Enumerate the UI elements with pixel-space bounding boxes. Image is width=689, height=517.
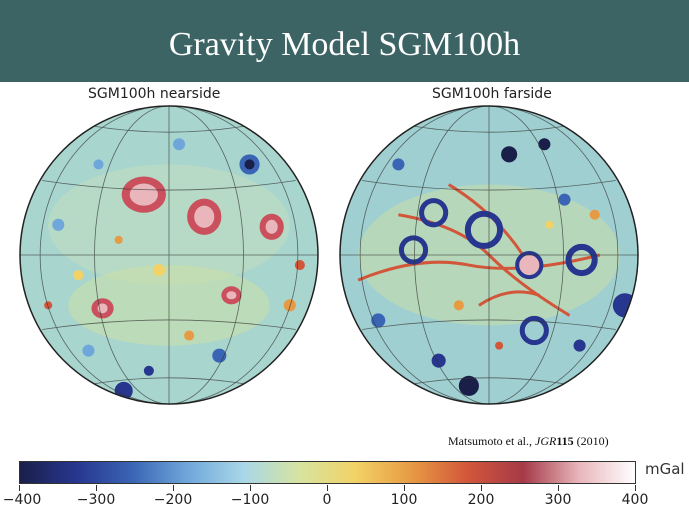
colorbar xyxy=(19,461,636,484)
colorbar-tick xyxy=(404,485,405,491)
nearside-gravity-map xyxy=(19,105,319,405)
colorbar-tick xyxy=(481,485,482,491)
colorbar-tick-label: 400 xyxy=(621,492,649,508)
colorbar-tick xyxy=(635,485,636,491)
colorbar-tick-label: 200 xyxy=(467,492,495,508)
citation-volume: 115 xyxy=(556,434,574,448)
farside-gravity-map xyxy=(339,105,639,405)
title-bar: Gravity Model SGM100h xyxy=(0,0,689,82)
colorbar-tick-label: 0 xyxy=(322,492,332,508)
colorbar-unit: mGal xyxy=(645,460,685,478)
farside-label: SGM100h farside xyxy=(432,86,552,102)
colorbar-tick-label: −300 xyxy=(76,492,116,508)
citation: Matsumoto et al., JGR115 (2010) xyxy=(448,434,609,449)
colorbar-tick-label: 300 xyxy=(544,492,572,508)
colorbar-tick xyxy=(327,485,328,491)
colorbar-tick xyxy=(173,485,174,491)
colorbar-tick xyxy=(19,485,20,491)
colorbar-tick xyxy=(96,485,97,491)
nearside-label: SGM100h nearside xyxy=(88,86,221,102)
slide-title: Gravity Model SGM100h xyxy=(168,26,521,63)
citation-year: (2010) xyxy=(573,434,609,448)
colorbar-tick xyxy=(250,485,251,491)
basin-ring xyxy=(419,198,449,228)
colorbar-tick xyxy=(558,485,559,491)
colorbar-tick-label: −400 xyxy=(2,492,42,508)
colorbar-tick-label: −200 xyxy=(153,492,193,508)
colorbar-tick-label: 100 xyxy=(390,492,418,508)
citation-authors: Matsumoto et al., xyxy=(448,434,535,448)
citation-journal: JGR xyxy=(535,434,557,448)
colorbar-tick-label: −100 xyxy=(230,492,270,508)
